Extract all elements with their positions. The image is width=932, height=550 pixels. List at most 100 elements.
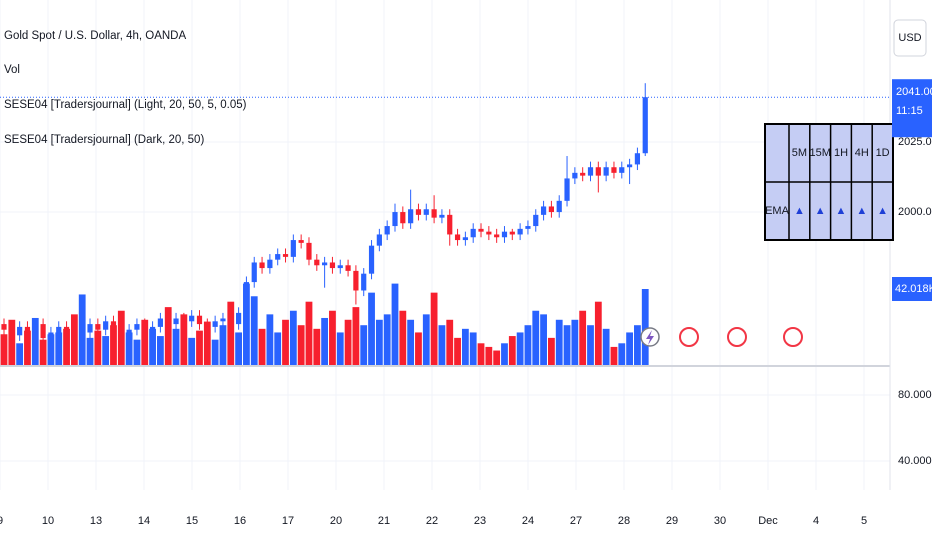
- y2-tick-label: 40.000: [898, 455, 932, 467]
- chart-title: Gold Spot / U.S. Dollar, 4h, OANDA: [4, 30, 186, 42]
- candle-body: [580, 172, 586, 176]
- volume-bar: [16, 343, 24, 365]
- volume-bar: [219, 325, 227, 365]
- candle-body: [267, 259, 273, 269]
- volume-bar: [55, 332, 63, 365]
- x-tick-label: Dec: [758, 515, 778, 527]
- volume-bar: [266, 314, 274, 365]
- countdown: 11:15: [896, 105, 923, 117]
- x-tick-label: 16: [234, 515, 246, 527]
- x-tick-label: 29: [666, 515, 678, 527]
- candle-body: [24, 326, 31, 333]
- volume-bar: [610, 346, 618, 365]
- volume-bar: [391, 283, 399, 365]
- candle-body: [290, 240, 296, 257]
- volume-bar: [399, 310, 407, 365]
- volume-bar: [540, 314, 547, 365]
- x-tick-label: 13: [90, 515, 102, 527]
- table-header: 5M: [792, 147, 807, 159]
- candle-body: [32, 324, 38, 333]
- candle-body: [17, 326, 23, 336]
- events: [640, 327, 803, 347]
- table-header: 1D: [876, 147, 890, 159]
- volume-bar: [563, 325, 571, 365]
- candle-body: [572, 172, 578, 179]
- candle-body: [275, 254, 281, 260]
- volume-bar: [203, 321, 211, 365]
- volume-bar: [375, 319, 383, 365]
- volume-bar: [235, 332, 242, 365]
- volume-bar: [188, 337, 196, 365]
- volume-bar: [501, 343, 508, 365]
- candle-body: [56, 326, 62, 333]
- event-icon[interactable]: [783, 327, 803, 347]
- candle-body: [322, 262, 328, 266]
- indicator-label: Vol: [4, 64, 20, 76]
- table-row-label: EMA: [765, 205, 790, 217]
- volume-bar: [8, 319, 16, 365]
- candle-body: [376, 234, 382, 246]
- candle-body: [470, 228, 476, 238]
- volume-bar: [618, 343, 626, 365]
- signal-table: 5M 15M 1H 4H 1D EMA ▲ ▲ ▲ ▲ ▲: [764, 123, 894, 241]
- volume-bar: [31, 317, 39, 365]
- currency-box[interactable]: [893, 19, 927, 57]
- candle-body: [595, 167, 601, 176]
- volume-bar: [289, 310, 297, 365]
- volume-label: 42.018K: [895, 283, 932, 295]
- table-signal: ▲: [836, 205, 847, 217]
- volume-bar: [485, 346, 493, 365]
- candle-body: [306, 242, 312, 260]
- table-signal: ▲: [877, 205, 888, 217]
- volume-bar: [180, 314, 188, 365]
- candle-body: [540, 206, 547, 215]
- candle-body: [517, 228, 523, 235]
- candle-body: [509, 231, 515, 235]
- candle-body: [439, 214, 445, 218]
- x-tick-label: 22: [426, 515, 438, 527]
- volume-bar: [149, 328, 156, 365]
- candle-body: [149, 326, 156, 333]
- table-header: 15M: [809, 147, 830, 159]
- candle-body: [314, 259, 320, 266]
- volume-bar: [422, 314, 430, 365]
- volume-bar: [626, 332, 633, 365]
- volume-bar: [555, 319, 563, 365]
- table-signal: ▲: [815, 205, 826, 217]
- candle-body: [181, 318, 187, 322]
- candle-body: [478, 228, 484, 232]
- volume-bar: [368, 292, 375, 365]
- volume-bar: [211, 339, 219, 365]
- volume-bar: [133, 339, 141, 365]
- volume-bar: [594, 301, 602, 365]
- x-tick-label: 17: [282, 515, 294, 527]
- candle-body: [384, 226, 390, 235]
- candle-body: [533, 214, 539, 227]
- volume-bar: [430, 292, 438, 365]
- volume-bar: [383, 314, 391, 365]
- event-icon[interactable]: [727, 327, 747, 347]
- candle-body: [603, 167, 609, 176]
- volume-label-box: [892, 277, 932, 302]
- indicator-label: SESE04 [Tradersjournal] (Dark, 20, 50): [4, 134, 204, 146]
- volume-bar: [579, 310, 587, 365]
- x-tick-label: 24: [522, 515, 534, 527]
- x-tick-label: 4: [813, 515, 819, 527]
- indicator-label: SESE04 [Tradersjournal] (Light, 20, 50, …: [4, 99, 247, 111]
- currency[interactable]: USD: [898, 32, 921, 44]
- volume-bar: [141, 319, 149, 365]
- candle-body: [63, 326, 70, 336]
- volume-bar: [227, 301, 235, 365]
- volume-bar: [250, 296, 258, 365]
- candle-body: [189, 315, 195, 322]
- candle-body: [126, 329, 132, 336]
- volume-bar: [274, 332, 282, 365]
- volume-bar: [602, 328, 610, 365]
- candle-body: [79, 332, 85, 341]
- volume-bar: [196, 330, 203, 365]
- candle-body: [486, 231, 492, 235]
- volume-bar: [24, 330, 31, 365]
- candle-body: [196, 315, 203, 325]
- volume-bar: [172, 328, 180, 365]
- event-icon[interactable]: [679, 327, 699, 347]
